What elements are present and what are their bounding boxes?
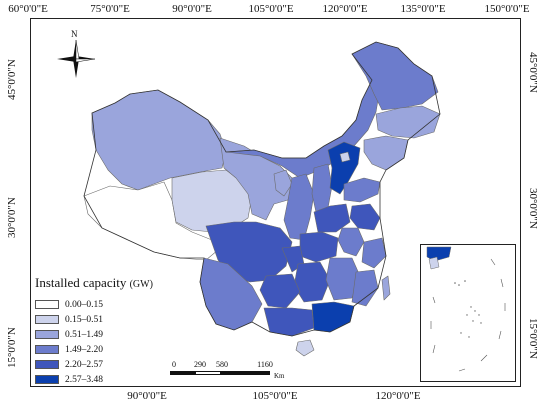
tick-right-30n: 30°0'0"N bbox=[527, 188, 539, 229]
tick-bottom-105e: 105°0'0"E bbox=[252, 390, 298, 402]
north-arrow bbox=[53, 36, 99, 82]
tick-top-75e: 75°0'0"E bbox=[90, 3, 130, 15]
legend-unit: (GW) bbox=[129, 279, 153, 290]
scale-label-580: 580 bbox=[216, 360, 228, 369]
scale-unit: Km bbox=[274, 372, 285, 380]
scale-bar: 0 290 580 1160 Km bbox=[170, 360, 285, 380]
legend-label: 2.20–2.57 bbox=[65, 359, 103, 370]
region-hebei bbox=[327, 141, 361, 195]
legend-swatch bbox=[35, 300, 59, 309]
scale-label-1160: 1160 bbox=[257, 360, 273, 369]
region-jiangsu bbox=[349, 203, 381, 231]
region-liaoning bbox=[363, 135, 409, 171]
legend-swatch bbox=[35, 375, 59, 384]
legend-row: 0.51–1.49 bbox=[35, 327, 153, 342]
region-fujian bbox=[351, 269, 379, 307]
scale-labels: 0 290 580 1160 bbox=[170, 360, 273, 371]
region-ningxia bbox=[273, 169, 293, 197]
tick-right-45n: 45°0'0"N bbox=[527, 52, 539, 93]
country-outline bbox=[83, 41, 441, 337]
region-taiwan bbox=[381, 275, 391, 301]
tick-top-135e: 135°0'0"E bbox=[400, 3, 446, 15]
legend-label: 0.51–1.49 bbox=[65, 329, 103, 340]
region-henan bbox=[313, 203, 351, 233]
region-zhejiang bbox=[361, 237, 387, 269]
region-jilin bbox=[375, 105, 441, 139]
tick-top-90e: 90°0'0"E bbox=[172, 3, 212, 15]
province-map bbox=[83, 41, 441, 357]
north-label: N bbox=[71, 29, 78, 39]
region-hubei bbox=[299, 231, 339, 263]
scale-label-0: 0 bbox=[172, 360, 176, 369]
region-shanxi bbox=[311, 163, 333, 213]
legend-swatch bbox=[35, 330, 59, 339]
legend-title-text: Installed capacity bbox=[35, 275, 127, 290]
legend-label: 2.57–3.48 bbox=[65, 374, 103, 385]
legend-swatch bbox=[35, 360, 59, 369]
legend-label: 0.15–0.51 bbox=[65, 314, 103, 325]
legend-row: 2.57–3.48 bbox=[35, 372, 153, 387]
region-guangdong bbox=[311, 301, 355, 333]
legend-title: Installed capacity (GW) bbox=[35, 275, 153, 291]
legend-row: 0.15–0.51 bbox=[35, 312, 153, 327]
legend-label: 1.49–2.20 bbox=[65, 344, 103, 355]
region-beijing bbox=[339, 151, 351, 163]
south-china-sea-inset bbox=[420, 244, 516, 382]
inset-guangdong bbox=[426, 246, 452, 262]
legend-row: 2.20–2.57 bbox=[35, 357, 153, 372]
tick-left-45n: 45°0'0"N bbox=[6, 59, 18, 100]
region-shandong bbox=[343, 177, 381, 203]
region-jiangxi bbox=[325, 257, 361, 301]
tick-top-150e: 150°0'0"E bbox=[484, 3, 530, 15]
scale-label-290: 290 bbox=[194, 360, 206, 369]
compass-rose-icon bbox=[57, 39, 96, 78]
legend-row: 1.49–2.20 bbox=[35, 342, 153, 357]
region-guizhou bbox=[259, 273, 301, 309]
tick-top-120e: 120°0'0"E bbox=[322, 3, 368, 15]
region-anhui bbox=[337, 227, 365, 257]
tick-left-15n: 15°0'0"N bbox=[6, 327, 18, 368]
region-hainan bbox=[295, 339, 315, 357]
scale-segments bbox=[170, 371, 270, 375]
tick-top-105e: 105°0'0"E bbox=[248, 3, 294, 15]
inset-map bbox=[426, 246, 506, 372]
tick-top-60e: 60°0'0"E bbox=[8, 3, 48, 15]
nine-dash-line bbox=[430, 258, 506, 372]
legend: Installed capacity (GW) 0.00–0.15 0.15–0… bbox=[35, 275, 153, 387]
inset-hainan bbox=[428, 256, 440, 270]
tick-left-30n: 30°0'0"N bbox=[6, 197, 18, 238]
tick-bottom-120e: 120°0'0"E bbox=[375, 390, 421, 402]
legend-row: 0.00–0.15 bbox=[35, 297, 153, 312]
tick-bottom-90e: 90°0'0"E bbox=[127, 390, 167, 402]
region-hunan bbox=[293, 261, 331, 303]
tick-right-15n: 15°0'0"N bbox=[527, 318, 539, 359]
legend-label: 0.00–0.15 bbox=[65, 299, 103, 310]
inset-islands bbox=[454, 280, 482, 338]
legend-swatch bbox=[35, 315, 59, 324]
legend-swatch bbox=[35, 345, 59, 354]
